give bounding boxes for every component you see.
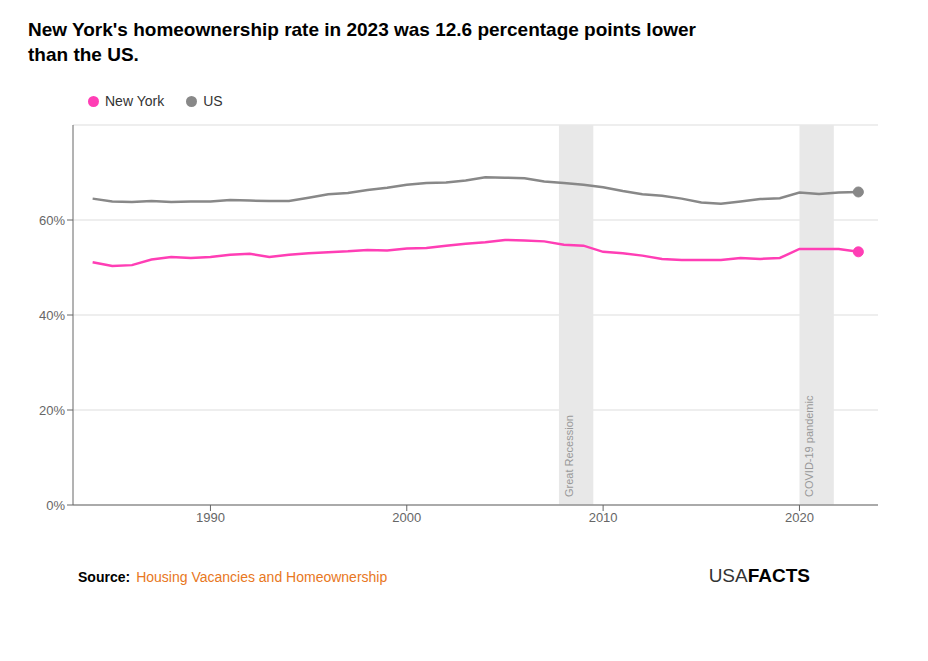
- svg-text:40%: 40%: [39, 308, 65, 323]
- html-text:USA FACTS: USA FACTS: [708, 565, 810, 587]
- html-text:than the US.: than the US.: [28, 43, 139, 65]
- svg-text:20%: 20%: [39, 403, 65, 418]
- svg-text:COVID-19 pandemic: COVID-19 pandemic: [803, 395, 815, 497]
- svg-text:2020: 2020: [785, 511, 814, 526]
- svg-text:2010: 2010: [589, 511, 618, 526]
- svg-text:60%: 60%: [39, 213, 65, 228]
- html-text:US: US: [203, 93, 223, 110]
- html-text:Source: Housing Vacancies and: Source: Housing Vacancies and Homeowners…: [78, 569, 388, 586]
- svg-text:0%: 0%: [46, 498, 65, 513]
- html-text:New York: New York: [105, 93, 165, 110]
- html-text:New York's homeownership rate: New York's homeownership rate in 2023 wa…: [28, 19, 696, 40]
- svg-text:2000: 2000: [392, 511, 421, 526]
- svg-text:1990: 1990: [196, 511, 225, 526]
- svg-text:Great Recession: Great Recession: [563, 415, 575, 497]
